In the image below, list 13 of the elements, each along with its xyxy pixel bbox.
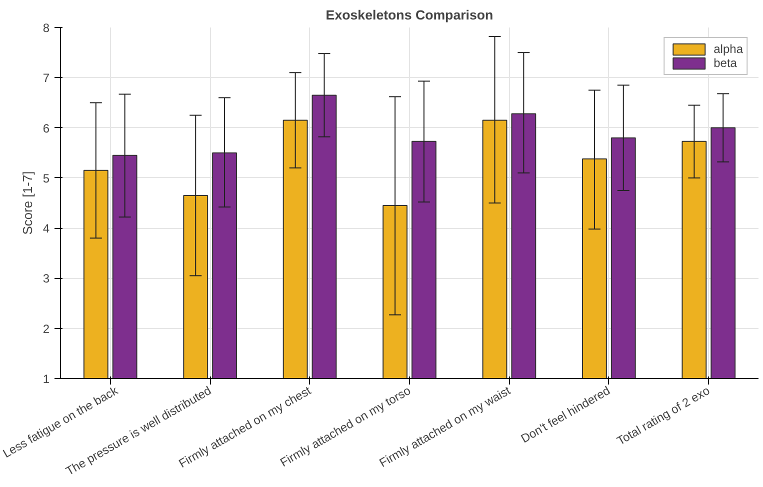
y-axis-title: Score [1-7] — [20, 171, 35, 235]
y-tick-label: 6 — [42, 121, 50, 136]
y-tick-label: 4 — [42, 222, 50, 236]
legend-label: alpha — [714, 42, 743, 56]
chart-title: Exoskeletons Comparison — [326, 8, 494, 22]
y-tick-label: 8 — [42, 21, 50, 35]
y-tick-label: 7 — [42, 71, 50, 86]
y-tick-label: 3 — [42, 272, 50, 286]
legend-label: beta — [714, 56, 737, 70]
y-tick-label: 2 — [42, 322, 50, 336]
y-tick-label: 5 — [42, 171, 50, 186]
y-tick-label: 1 — [42, 372, 50, 386]
x-tick-label: Total rating of 2 exo — [614, 383, 712, 448]
